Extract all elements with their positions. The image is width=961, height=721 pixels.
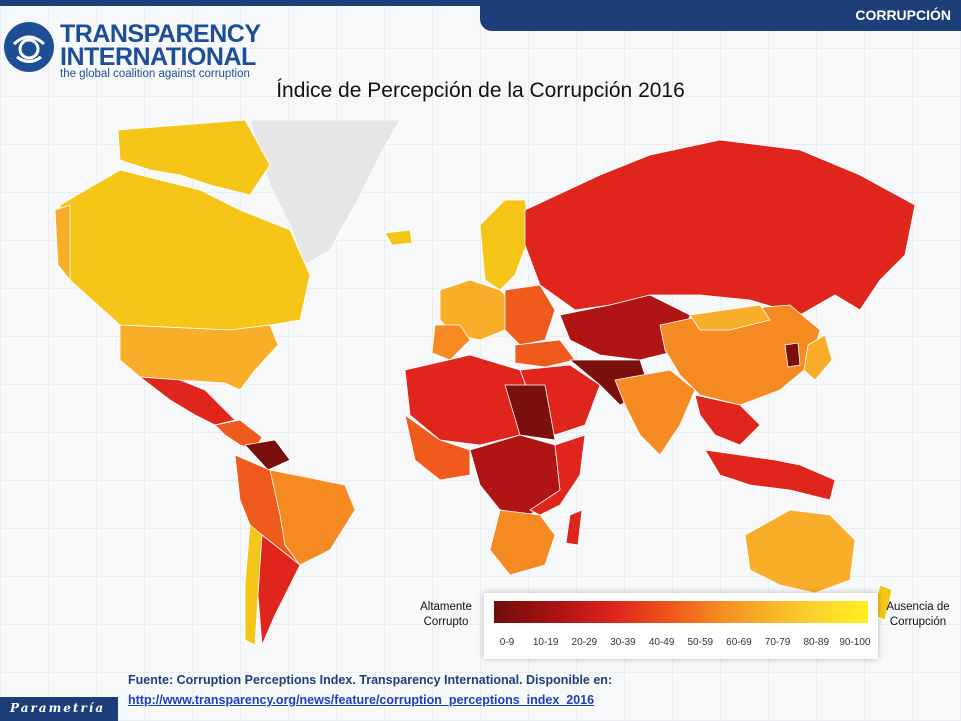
legend-range-4: 40-49	[648, 637, 675, 648]
region-korea	[784, 342, 801, 368]
transparency-international-logo: TRANSPARENCY INTERNATIONAL the global co…	[4, 20, 264, 82]
legend-left-line2: Corrupto	[423, 616, 469, 628]
legend-range-1: 10-19	[532, 637, 559, 648]
world-map	[0, 115, 961, 655]
legend-range-6: 60-69	[726, 637, 752, 648]
region-canada-arctic	[117, 119, 271, 196]
legend-range-5: 50-59	[687, 637, 714, 648]
region-usa	[119, 324, 279, 391]
legend-range-9: 90-100	[839, 637, 871, 648]
legend-right-line2: Corrupción	[889, 616, 947, 628]
legend-right-label: Ausencia de Corrupción	[880, 600, 956, 630]
region-southern-africa	[489, 509, 556, 576]
legend-right-line1: Ausencia de	[886, 601, 950, 613]
source-note: Fuente: Corruption Perceptions Index. Tr…	[128, 670, 612, 710]
source-text: Fuente: Corruption Perceptions Index. Tr…	[128, 673, 613, 687]
region-canada	[59, 169, 311, 331]
region-west-africa	[404, 414, 471, 481]
region-venezuela	[244, 439, 291, 471]
legend-gradient	[494, 601, 868, 623]
region-iceland	[384, 229, 413, 246]
logo-text-transparency: TRANSPARENCY	[60, 20, 261, 48]
region-mexico	[139, 376, 236, 426]
logo-text-international: INTERNATIONAL	[60, 43, 256, 71]
region-australia	[744, 509, 856, 594]
section-label: CORRUPCIÓN	[855, 7, 951, 23]
region-turkey	[514, 339, 576, 368]
source-link[interactable]: http://www.transparency.org/news/feature…	[128, 693, 595, 707]
region-madagascar	[565, 509, 583, 546]
region-sudan	[504, 384, 556, 441]
region-argentina	[257, 534, 301, 646]
region-alaska	[54, 204, 71, 281]
legend-ranges: 0-9 10-19 20-29 30-39 40-49 50-59 60-69 …	[488, 637, 874, 648]
region-iberia	[431, 324, 471, 361]
region-east-africa	[529, 434, 586, 516]
logo-tagline: the global coalition against corruption	[60, 68, 250, 80]
legend-range-0: 0-9	[499, 637, 515, 648]
section-tab: CORRUPCIÓN	[480, 0, 961, 31]
region-southeast-asia	[694, 394, 761, 446]
page-title: Índice de Percepción de la Corrupción 20…	[276, 79, 685, 102]
legend-left-line1: Altamente	[420, 601, 472, 613]
region-russia	[524, 139, 916, 316]
region-greenland	[249, 119, 401, 266]
footer-brand: Parametría	[0, 697, 118, 721]
region-india	[614, 369, 696, 456]
legend-left-label: Altamente Corrupto	[412, 600, 480, 630]
globe-icon	[4, 22, 54, 72]
legend-range-3: 30-39	[610, 637, 636, 648]
footer-brand-text: Parametría	[10, 701, 106, 715]
legend-range-7: 70-79	[764, 637, 791, 648]
region-eastern-europe	[504, 284, 556, 346]
legend-range-2: 20-29	[571, 637, 598, 648]
region-scandinavia	[479, 199, 531, 291]
legend-range-8: 80-89	[803, 637, 830, 648]
legend: 0-9 10-19 20-29 30-39 40-49 50-59 60-69 …	[484, 593, 878, 659]
region-brazil	[269, 469, 356, 566]
region-mongolia	[689, 304, 771, 331]
region-japan	[803, 334, 833, 381]
region-indonesia	[704, 449, 836, 501]
